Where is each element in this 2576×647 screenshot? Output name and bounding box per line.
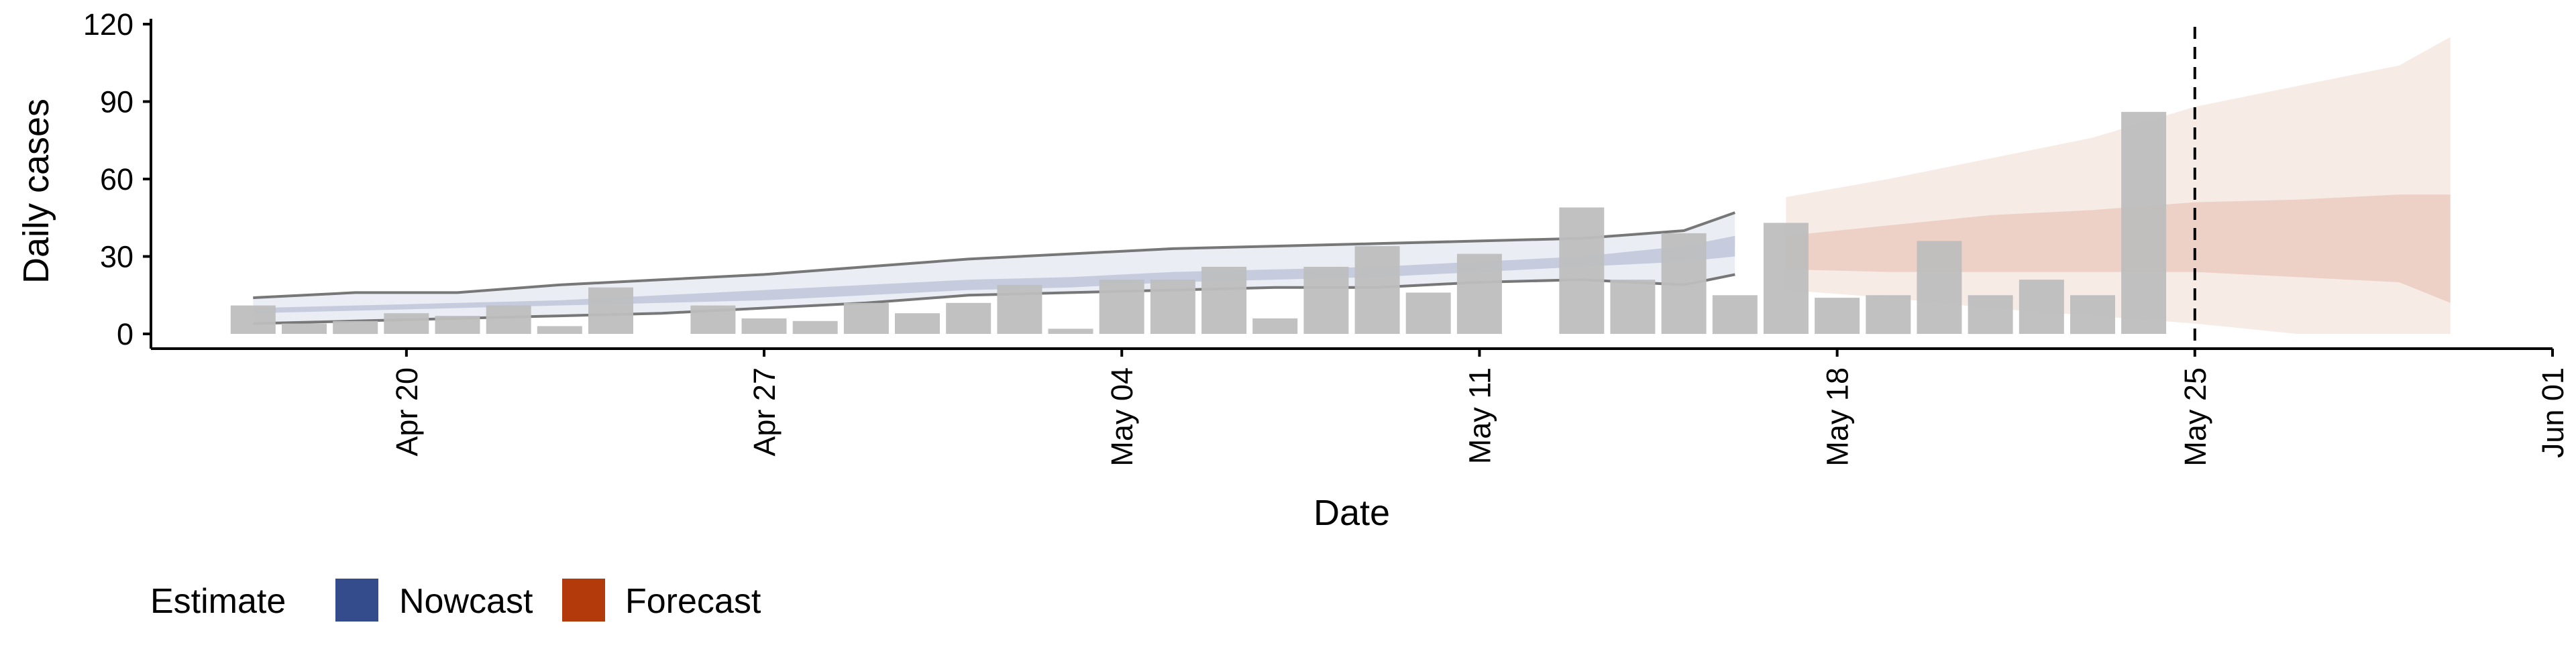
legend-swatch-forecast (562, 579, 605, 622)
case-bar (486, 305, 531, 334)
case-bar (588, 287, 633, 334)
x-tick-label: Apr 20 (390, 367, 424, 457)
nowcast-inner-interval (253, 235, 1735, 314)
case-bar (1866, 295, 1911, 335)
forecast-outer-interval (1786, 37, 2451, 335)
x-axis-ticks: Apr 20 Apr 27 May 04 May 11 May 18 May 25 Jun … (390, 349, 2570, 467)
case-bar (1048, 329, 1093, 334)
legend-label-nowcast: Nowcast (399, 582, 533, 621)
y-tick-label: 0 (117, 317, 133, 351)
case-bar (333, 320, 378, 335)
case-bar (230, 305, 276, 334)
reported-cases-bars (230, 111, 2167, 335)
case-bar (1917, 241, 1962, 334)
x-tick-label: May 18 (1821, 367, 1855, 467)
case-bar (1150, 280, 1195, 334)
case-bar (1559, 207, 1605, 334)
inner-intervals-layer (253, 194, 2451, 314)
case-bar (2019, 280, 2064, 334)
case-bar (1661, 233, 1707, 334)
case-bar (1815, 298, 1860, 334)
y-tick-label: 90 (100, 85, 133, 119)
case-bar (2070, 295, 2115, 335)
case-bar (1610, 280, 1656, 334)
case-bar (1405, 292, 1451, 334)
case-bar (1968, 295, 2013, 335)
case-bar (1201, 266, 1247, 334)
y-tick-label: 30 (100, 240, 133, 274)
case-bar (843, 302, 889, 334)
legend-title: Estimate (150, 582, 286, 621)
x-axis-title: Date (1313, 493, 1390, 533)
axes-layer (150, 19, 2553, 350)
y-tick-label: 120 (83, 7, 133, 42)
legend-swatch-nowcast (335, 579, 378, 622)
x-tick-label: Jun 01 (2536, 367, 2570, 458)
case-bar (1763, 223, 1809, 334)
case-bar (997, 284, 1042, 334)
x-tick-label: May 04 (1105, 367, 1139, 467)
case-bar (537, 326, 582, 334)
case-bar (895, 313, 940, 334)
case-bar (282, 323, 327, 334)
forecast-inner-interval (1786, 194, 2451, 303)
case-bar (435, 316, 480, 334)
x-tick-label: May 25 (2178, 367, 2212, 467)
nowcast-upper-line (253, 211, 1735, 300)
legend-label-forecast: Forecast (625, 582, 761, 621)
case-bar (2121, 111, 2167, 334)
case-bar (384, 313, 429, 334)
x-tick-label: Apr 27 (747, 367, 782, 457)
y-axis-title: Daily cases (16, 99, 56, 284)
case-bar (1252, 318, 1298, 334)
case-bar (741, 318, 787, 334)
case-bar (792, 320, 838, 335)
case-bar (1456, 253, 1502, 334)
y-tick-label: 60 (100, 162, 133, 196)
x-tick-label: May 11 (1462, 367, 1497, 464)
case-bar (1354, 246, 1400, 334)
case-bar (1303, 266, 1349, 334)
case-bar (946, 302, 991, 334)
outer-intervals-layer (253, 37, 2451, 335)
case-bar (1099, 280, 1144, 334)
case-bar (690, 305, 736, 334)
legend: Estimate Nowcast Forecast (150, 579, 761, 622)
y-axis-ticks: 0 30 60 90 120 (83, 7, 151, 351)
case-bar (1712, 295, 1758, 335)
